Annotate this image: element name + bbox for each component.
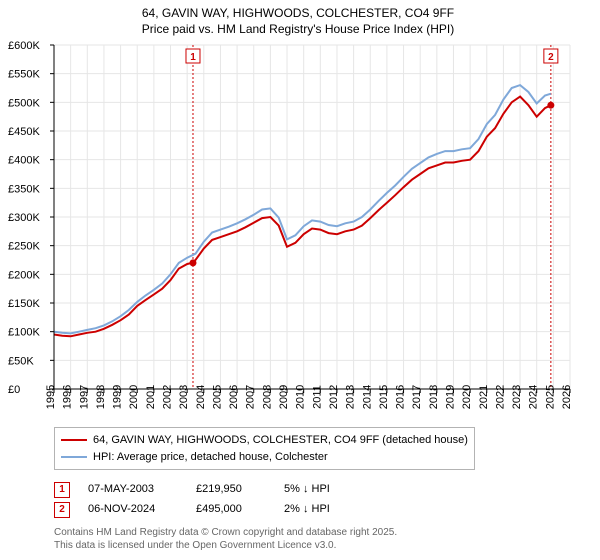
series-line	[54, 85, 551, 333]
x-tick-label: 2000	[128, 385, 140, 409]
legend-label: 64, GAVIN WAY, HIGHWOODS, COLCHESTER, CO…	[93, 432, 468, 449]
y-tick-label: £350K	[8, 184, 40, 196]
x-tick-label: 2002	[162, 385, 174, 409]
x-tick-label: 2010	[295, 385, 307, 409]
x-tick-label: 1999	[112, 385, 124, 409]
sale-index-box: 2	[54, 502, 70, 518]
x-tick-label: 1997	[78, 385, 90, 409]
y-tick-label: £500K	[8, 98, 40, 110]
chart-title: 64, GAVIN WAY, HIGHWOODS, COLCHESTER, CO…	[6, 6, 590, 37]
x-tick-label: 2012	[328, 385, 340, 409]
x-tick-label: 2021	[478, 385, 490, 409]
sale-date: 07-MAY-2003	[88, 480, 178, 500]
legend-item: 64, GAVIN WAY, HIGHWOODS, COLCHESTER, CO…	[61, 432, 468, 449]
sale-delta: 2% ↓ HPI	[284, 500, 364, 520]
y-tick-label: £600K	[8, 41, 40, 52]
y-tick-label: £450K	[8, 126, 40, 138]
y-tick-label: £250K	[8, 241, 40, 253]
title-line-1: 64, GAVIN WAY, HIGHWOODS, COLCHESTER, CO…	[6, 6, 590, 22]
x-tick-label: 1996	[62, 385, 74, 409]
sale-row: 1 07-MAY-2003 £219,950 5% ↓ HPI	[54, 480, 590, 500]
legend-item: HPI: Average price, detached house, Colc…	[61, 449, 468, 466]
line-chart-svg: 1 2 £0 £50K £100K £150K £200K £250K £300K £350K £4…	[6, 41, 590, 421]
y-tick-label: £0	[8, 384, 20, 396]
chart-container: 64, GAVIN WAY, HIGHWOODS, COLCHESTER, CO…	[0, 0, 600, 560]
x-tick-label: 2006	[228, 385, 240, 409]
x-tick-label: 2016	[395, 385, 407, 409]
x-tick-label: 2017	[411, 385, 423, 409]
footnote: Contains HM Land Registry data © Crown c…	[54, 526, 590, 552]
x-tick-label: 2015	[378, 385, 390, 409]
x-tick-label: 2011	[311, 385, 323, 409]
x-tick-label: 2007	[245, 385, 257, 409]
plot-area: 1 2 £0 £50K £100K £150K £200K £250K £300K £350K £4…	[6, 41, 590, 421]
sale-row: 2 06-NOV-2024 £495,000 2% ↓ HPI	[54, 500, 590, 520]
x-tick-label: 2023	[511, 385, 523, 409]
x-tick-label: 2026	[561, 385, 573, 409]
y-tick-label: £100K	[8, 327, 40, 339]
y-tick-label: £550K	[8, 69, 40, 81]
x-tick-label: 1995	[45, 385, 57, 409]
title-line-2: Price paid vs. HM Land Registry's House …	[6, 22, 590, 38]
sale-marker-dot	[189, 260, 196, 267]
sale-marker-number: 2	[548, 52, 554, 63]
x-tick-label: 2019	[444, 385, 456, 409]
x-tick-label: 2018	[428, 385, 440, 409]
sale-marker-number: 1	[190, 52, 196, 63]
x-tick-label: 2004	[195, 385, 207, 409]
x-tick-label: 2014	[361, 385, 373, 409]
y-tick-label: £150K	[8, 298, 40, 310]
x-tick-label: 2001	[145, 385, 157, 409]
sale-date: 06-NOV-2024	[88, 500, 178, 520]
sale-price: £495,000	[196, 500, 266, 520]
sale-marker-dot	[547, 102, 554, 109]
footnote-line-2: This data is licensed under the Open Gov…	[54, 539, 590, 552]
y-tick-label: £200K	[8, 270, 40, 282]
legend-label: HPI: Average price, detached house, Colc…	[93, 449, 328, 466]
x-tick-label: 2005	[211, 385, 223, 409]
y-tick-label: £300K	[8, 212, 40, 224]
legend-swatch	[61, 439, 87, 441]
x-tick-label: 1998	[95, 385, 107, 409]
footnote-line-1: Contains HM Land Registry data © Crown c…	[54, 526, 590, 539]
marker-legend: 1 07-MAY-2003 £219,950 5% ↓ HPI 2 06-NOV-2024…	[54, 480, 590, 520]
sale-price: £219,950	[196, 480, 266, 500]
x-tick-label: 2009	[278, 385, 290, 409]
x-tick-label: 2025	[544, 385, 556, 409]
y-tick-label: £400K	[8, 155, 40, 167]
legend: 64, GAVIN WAY, HIGHWOODS, COLCHESTER, CO…	[54, 427, 475, 470]
series-line	[54, 97, 551, 337]
x-tick-label: 2008	[261, 385, 273, 409]
legend-swatch	[61, 456, 87, 458]
x-tick-label: 2024	[528, 385, 540, 409]
x-tick-label: 2013	[345, 385, 357, 409]
sale-index-box: 1	[54, 482, 70, 498]
sale-delta: 5% ↓ HPI	[284, 480, 364, 500]
y-tick-label: £50K	[8, 356, 34, 368]
x-tick-label: 2020	[461, 385, 473, 409]
x-tick-label: 2003	[178, 385, 190, 409]
x-tick-label: 2022	[494, 385, 506, 409]
